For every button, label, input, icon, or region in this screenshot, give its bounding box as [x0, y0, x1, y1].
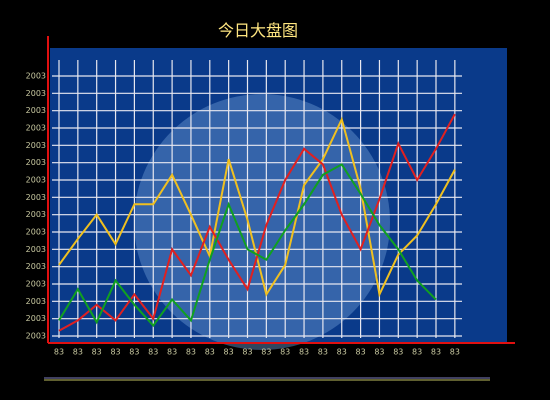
x-tick-label: 83 [431, 348, 441, 357]
series-line [58, 113, 456, 332]
x-tick-label: 83 [224, 348, 234, 357]
y-tick-label: 2003 [26, 228, 46, 237]
chart-title: 今日大盘图 [218, 21, 298, 40]
x-tick-label: 83 [299, 348, 309, 357]
y-tick-label: 2003 [26, 262, 46, 271]
y-tick-label: 2003 [26, 297, 46, 306]
y-tick-label: 2003 [26, 210, 46, 219]
x-tick-label: 83 [110, 348, 120, 357]
x-tick-label: 83 [393, 348, 403, 357]
y-tick-label: 2003 [26, 141, 46, 150]
y-tick-label: 2003 [26, 314, 46, 323]
y-tick-label: 2003 [26, 158, 46, 167]
x-tick-label: 83 [73, 348, 83, 357]
x-tick-label: 83 [374, 348, 384, 357]
x-tick-label: 83 [186, 348, 196, 357]
x-tick-label: 83 [337, 348, 347, 357]
x-tick-label: 83 [92, 348, 102, 357]
y-tick-label: 2003 [26, 89, 46, 98]
y-tick-label: 2003 [26, 245, 46, 254]
x-tick-label: 83 [54, 348, 64, 357]
x-tick-label: 83 [412, 348, 422, 357]
y-tick-label: 2003 [26, 280, 46, 289]
x-tick-label: 83 [205, 348, 215, 357]
x-tick-label: 83 [167, 348, 177, 357]
x-tick-label: 83 [280, 348, 290, 357]
y-tick-label: 2003 [26, 106, 46, 115]
x-tick-label: 83 [450, 348, 460, 357]
y-tick-label: 2003 [26, 176, 46, 185]
y-tick-label: 2003 [26, 332, 46, 341]
y-tick-label: 2003 [26, 193, 46, 202]
x-tick-label: 83 [261, 348, 271, 357]
y-tick-label: 2003 [26, 124, 46, 133]
x-tick-label: 83 [129, 348, 139, 357]
x-tick-label: 83 [242, 348, 252, 357]
series-line [58, 163, 437, 328]
x-tick-label: 83 [148, 348, 158, 357]
watermark [134, 94, 390, 350]
y-tick-label: 2003 [26, 72, 46, 81]
x-tick-label: 83 [356, 348, 366, 357]
x-tick-label: 83 [318, 348, 328, 357]
